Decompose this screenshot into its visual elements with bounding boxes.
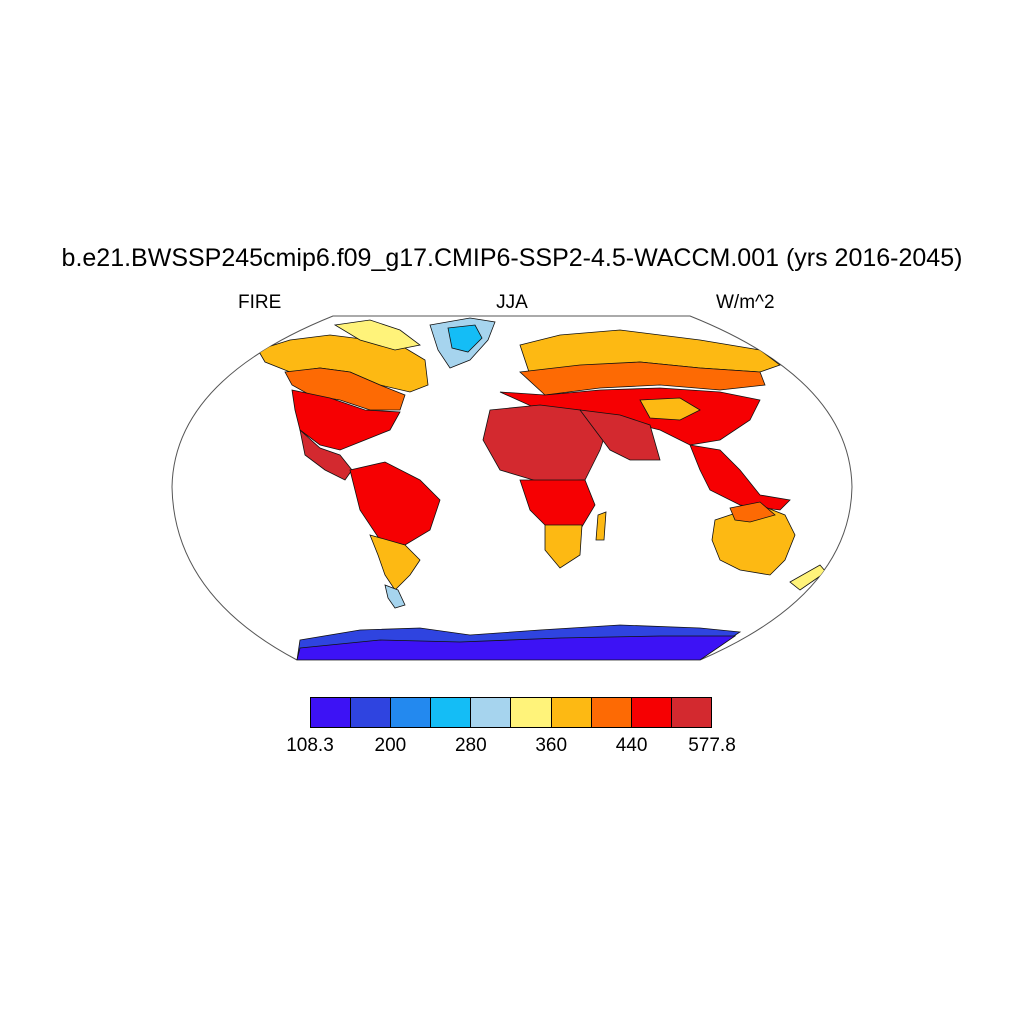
africa-north	[482, 404, 611, 483]
antarctica	[296, 635, 737, 660]
southeast-asia	[689, 444, 791, 511]
variable-label: FIRE	[238, 292, 282, 313]
colorbar-tick-label: 200	[374, 735, 407, 756]
colorbar-swatch-8	[591, 698, 632, 727]
arctic-islands	[333, 319, 421, 351]
colorbar-tick-label: 360	[535, 735, 568, 756]
colorbar-tick-label: 280	[454, 735, 487, 756]
colorbar-tick-label: 577.8	[688, 735, 736, 756]
madagascar	[595, 511, 607, 541]
colorbar-swatch-6	[511, 698, 552, 727]
greenland-interior	[447, 324, 483, 353]
middle-east	[579, 409, 661, 461]
colorbar	[310, 697, 712, 728]
colorbar-swatch-4	[431, 698, 472, 727]
colorbar-swatch-10	[671, 698, 711, 727]
eurasia-boreal	[519, 361, 766, 396]
colorbar-swatch-9	[631, 698, 672, 727]
colorbar-swatch-7	[551, 698, 592, 727]
colorbar-swatch-1	[311, 698, 352, 727]
colorbar-swatch-5	[471, 698, 512, 727]
season-label: JJA	[496, 292, 528, 313]
plot-title: b.e21.BWSSP245cmip6.f09_g17.CMIP6-SSP2-4…	[61, 244, 963, 272]
central-america	[299, 428, 353, 481]
colorbar-swatch-2	[351, 698, 392, 727]
australia	[711, 504, 796, 576]
africa-south	[544, 524, 583, 569]
units-label: W/m^2	[716, 292, 775, 313]
south-america-south	[369, 534, 421, 591]
colorbar-tick-label: 108.3	[286, 735, 334, 756]
south-america-north	[349, 461, 441, 546]
north-america-temperate	[291, 389, 401, 451]
colorbar-swatch-3	[391, 698, 432, 727]
north-america-boreal	[284, 367, 406, 411]
australia-north	[729, 501, 776, 523]
tibet	[639, 397, 701, 421]
colorbar-tick-label: 440	[615, 735, 648, 756]
patagonia	[384, 584, 406, 609]
